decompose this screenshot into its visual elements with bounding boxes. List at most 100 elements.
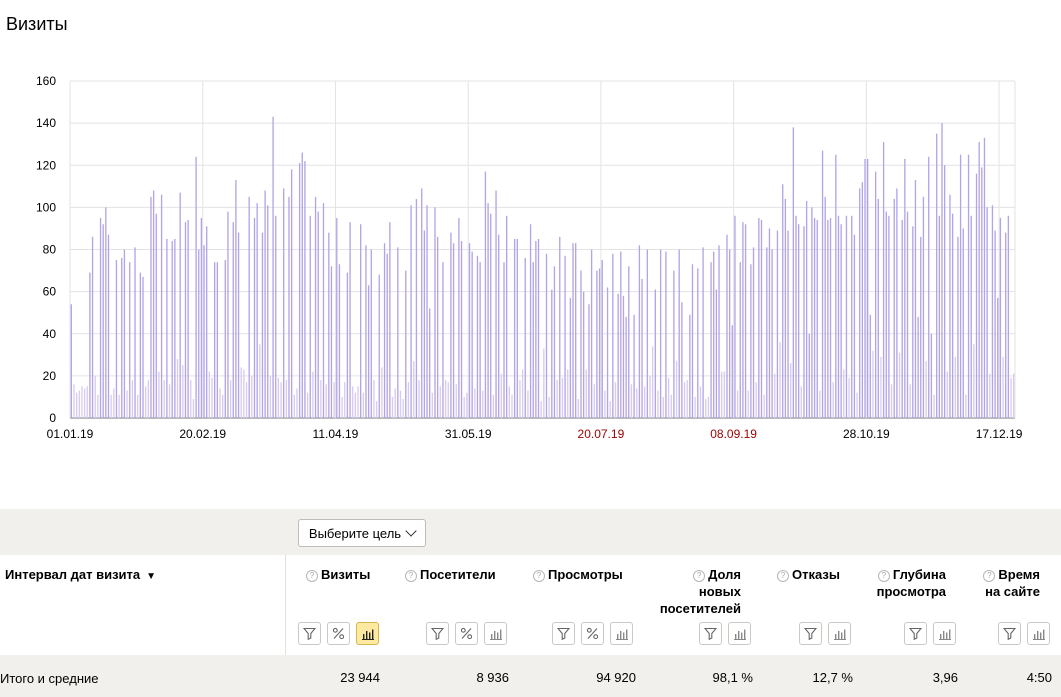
column-header-bounce[interactable]: ? Отказы bbox=[777, 566, 840, 583]
chart-bar bbox=[816, 220, 818, 418]
x-tick-label: 31.05.19 bbox=[445, 427, 492, 441]
depth-chart-button[interactable] bbox=[933, 622, 956, 645]
total-visitors: 8 936 bbox=[476, 670, 509, 685]
chart-bar bbox=[620, 251, 622, 418]
chart-bar bbox=[192, 399, 195, 418]
chart-bar bbox=[726, 234, 728, 418]
chart-bar bbox=[986, 207, 988, 419]
time-chart-button[interactable] bbox=[1027, 622, 1050, 645]
chart-bar bbox=[691, 264, 694, 418]
chart-bar bbox=[848, 377, 850, 418]
help-circle-icon[interactable]: ? bbox=[983, 570, 996, 582]
chart-bar bbox=[736, 390, 739, 418]
chart-bar bbox=[434, 207, 436, 419]
chart-bar bbox=[800, 386, 802, 418]
chart-bar bbox=[861, 182, 864, 418]
chart-bar bbox=[702, 247, 704, 418]
column-header-visits[interactable]: ? Визиты bbox=[306, 566, 370, 583]
pageviews-percent-button[interactable] bbox=[581, 622, 604, 645]
column-header-depth[interactable]: ? Глубина просмотра bbox=[858, 566, 946, 600]
chart-bar bbox=[798, 224, 800, 418]
chart-bar bbox=[824, 196, 826, 418]
y-tick-label: 40 bbox=[43, 327, 57, 341]
depth-filter-button[interactable] bbox=[904, 622, 927, 645]
chart-bar bbox=[421, 188, 423, 418]
visits-percent-button[interactable] bbox=[327, 622, 350, 645]
chart-bar bbox=[70, 304, 72, 418]
help-circle-icon[interactable]: ? bbox=[777, 570, 789, 582]
chart-bar bbox=[447, 382, 449, 418]
chart-bar bbox=[556, 380, 558, 418]
chart-bar bbox=[734, 215, 736, 418]
dimension-header[interactable]: Интервал дат визита ▼ bbox=[5, 567, 156, 582]
chart-bar bbox=[792, 127, 795, 418]
goal-select-button[interactable]: Выберите цель bbox=[298, 519, 426, 547]
chart-bar bbox=[325, 384, 327, 418]
chart-bar bbox=[288, 196, 290, 418]
help-circle-icon[interactable]: ? bbox=[693, 570, 706, 582]
chart-bar bbox=[561, 377, 564, 418]
bounce-chart-button[interactable] bbox=[828, 622, 851, 645]
chart-bar bbox=[867, 158, 869, 418]
column-header-visitors[interactable]: ? Посетители bbox=[405, 566, 496, 583]
visits-chart-button[interactable] bbox=[356, 622, 379, 645]
chart-bar bbox=[681, 302, 683, 418]
x-tick-label: 01.01.19 bbox=[47, 427, 94, 441]
bounce-filter-button[interactable] bbox=[799, 622, 822, 645]
chart-bar bbox=[739, 262, 741, 418]
chart-bar bbox=[283, 188, 285, 418]
chart-bar bbox=[322, 203, 325, 418]
chart-bar bbox=[309, 215, 311, 418]
chart-bar bbox=[628, 266, 630, 418]
chart-bar bbox=[86, 386, 88, 418]
column-header-pageviews[interactable]: ? Просмотры bbox=[533, 566, 623, 583]
chart-bar bbox=[301, 152, 303, 419]
chart-bar bbox=[853, 234, 856, 418]
chart-bar bbox=[102, 224, 104, 418]
new_share-filter-button[interactable] bbox=[699, 622, 722, 645]
chart-bar bbox=[487, 203, 489, 418]
pageviews-chart-button[interactable] bbox=[610, 622, 633, 645]
column-title-line: новых bbox=[698, 584, 741, 599]
chart-bar bbox=[198, 249, 200, 418]
pageviews-filter-button[interactable] bbox=[552, 622, 575, 645]
chart-bar bbox=[508, 386, 510, 418]
sort-desc-icon[interactable]: ▼ bbox=[146, 571, 157, 582]
chart-bar bbox=[115, 260, 118, 418]
visitors-percent-button[interactable] bbox=[455, 622, 478, 645]
chart-bar bbox=[426, 205, 428, 418]
column-title-line: Посетители bbox=[420, 567, 496, 582]
chart-bar bbox=[317, 211, 319, 418]
help-circle-icon[interactable]: ? bbox=[306, 570, 318, 582]
chart-bar bbox=[540, 401, 542, 418]
chart-bar bbox=[638, 245, 641, 418]
time-filter-button[interactable] bbox=[998, 622, 1021, 645]
chart-bar bbox=[673, 270, 675, 418]
help-circle-icon[interactable]: ? bbox=[877, 570, 890, 582]
new_share-chart-button[interactable] bbox=[728, 622, 751, 645]
chart-bar bbox=[184, 222, 187, 418]
chart-bar bbox=[182, 365, 184, 418]
column-header-new_share[interactable]: ? Доля новых посетителей bbox=[640, 566, 741, 617]
visitors-chart-button[interactable] bbox=[484, 622, 507, 645]
bar-chart-icon bbox=[1032, 628, 1046, 640]
chart-bar bbox=[636, 388, 638, 418]
chart-bar bbox=[78, 390, 80, 418]
chart-bar bbox=[774, 373, 776, 418]
visitors-filter-button[interactable] bbox=[426, 622, 449, 645]
help-circle-icon[interactable]: ? bbox=[533, 570, 545, 582]
chart-bar bbox=[227, 211, 229, 418]
chart-bar bbox=[776, 230, 779, 418]
x-tick-label: 28.10.19 bbox=[843, 427, 890, 441]
help-circle-icon[interactable]: ? bbox=[405, 570, 417, 582]
chart-bar bbox=[129, 262, 131, 418]
visits-filter-button[interactable] bbox=[298, 622, 321, 645]
chart-bar bbox=[938, 215, 941, 418]
chart-bar bbox=[110, 394, 112, 418]
chart-bar bbox=[336, 217, 338, 418]
chart-bar bbox=[1002, 356, 1004, 418]
column-header-time[interactable]: ? Время на сайте bbox=[970, 566, 1040, 600]
chart-bar bbox=[675, 361, 678, 418]
chart-bar bbox=[176, 359, 179, 418]
column-title-line: посетителей bbox=[659, 601, 741, 616]
